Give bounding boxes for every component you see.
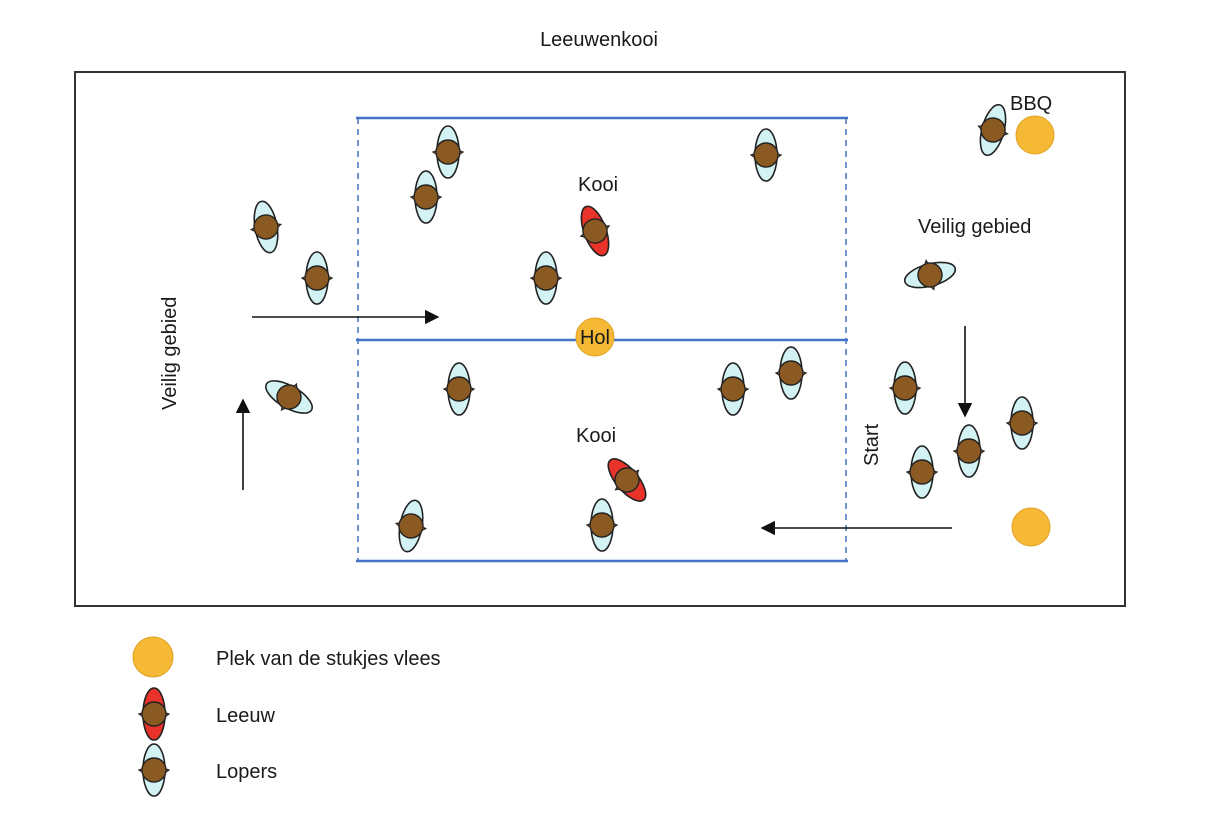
legend-meat-label: Plek van de stukjes vlees — [216, 648, 441, 670]
walker-token — [953, 424, 985, 478]
walker-token — [900, 252, 960, 298]
meat-spot-den — [575, 317, 615, 357]
cage-top-label: Kooi — [578, 174, 618, 196]
legend-walker-label: Lopers — [216, 761, 277, 783]
meat-spot-bbq — [1015, 115, 1055, 155]
walker-token — [530, 251, 562, 305]
walker-token — [717, 362, 749, 416]
lion-token — [597, 449, 657, 511]
walker-token — [750, 128, 782, 182]
walker-token — [245, 197, 287, 257]
legend-lion-swatch — [138, 687, 170, 741]
walker-token — [443, 362, 475, 416]
legend: Plek van de stukjes vlees Leeuw Lopers — [132, 636, 441, 797]
walker-token — [390, 496, 432, 556]
cage-lines — [356, 116, 848, 563]
walker-token — [258, 370, 320, 424]
bbq-label: BBQ — [1010, 93, 1052, 115]
start-label: Start — [861, 423, 883, 466]
den-label: Hol — [580, 327, 610, 349]
walker-token — [432, 125, 464, 179]
walker-token — [1006, 396, 1038, 450]
legend-lion-label: Leeuw — [216, 705, 275, 727]
diagram-title: Leeuwenkooi — [540, 29, 658, 51]
field-border — [74, 71, 1126, 607]
walker-token — [970, 100, 1016, 160]
movement-arrows — [235, 309, 973, 536]
walker-token — [586, 498, 618, 552]
walker-token — [410, 170, 442, 224]
lion-token — [571, 200, 619, 262]
cage-bottom-label: Kooi — [576, 425, 616, 447]
walker-token — [906, 445, 938, 499]
walker-token — [889, 361, 921, 415]
walker-token — [301, 251, 333, 305]
legend-meat-swatch — [132, 636, 174, 678]
safe-area-right-label: Veilig gebied — [918, 216, 1031, 238]
legend-walker-swatch — [138, 743, 170, 797]
safe-area-left-label: Veilig gebied — [159, 297, 181, 410]
walker-token — [775, 346, 807, 400]
meat-spot-start — [1011, 507, 1051, 547]
